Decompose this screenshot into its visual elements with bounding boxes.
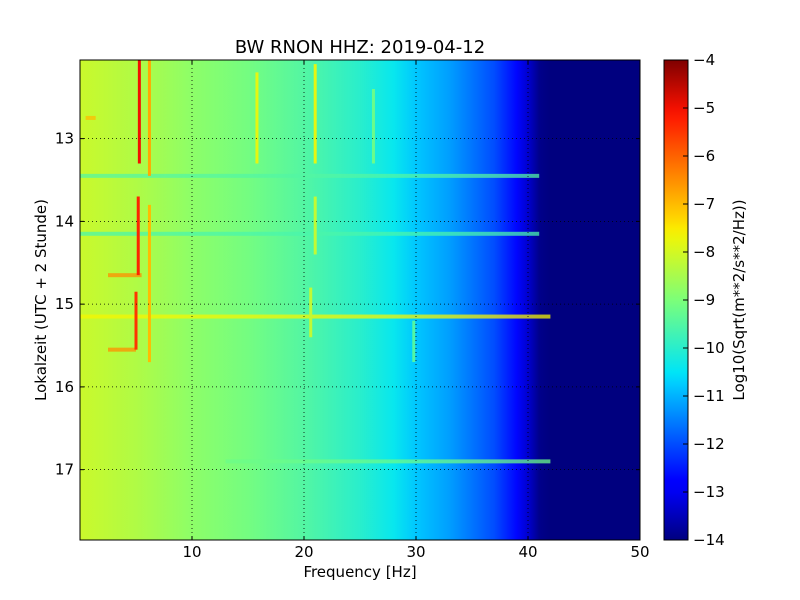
horizontal-band [80,314,551,319]
psd-background-field [80,60,640,540]
colorbar-label: Log10(Sqrt(m**2/s**2/Hz)) [730,199,748,400]
x-tick-label: 10 [182,543,201,561]
colorbar-tick-label: −8 [693,243,715,261]
colorbar-tick-label: −12 [693,435,725,453]
x-tick-label: 40 [518,543,537,561]
x-tick-label: 20 [294,543,313,561]
horizontal-band [80,173,540,178]
colorbar-tick-label: −6 [693,147,715,165]
y-tick-label: 15 [55,295,74,313]
horizontal-band [85,115,96,120]
y-tick-label: 14 [55,212,74,230]
plot-frame [79,59,641,541]
colorbar-ticks: −4 −5 −6 −7 −8 −9 −10 −11 −12 −13 −14 [683,51,725,549]
x-axis-label: Frequency [Hz] [303,563,416,581]
colorbar-tick-label: −4 [693,51,715,69]
colorbar-tick-label: −13 [693,483,725,501]
grid-lines [80,60,640,540]
horizontal-band [80,231,540,236]
spectral-lines [134,60,416,363]
x-axis-ticks: 10 20 30 40 50 [182,60,650,561]
horizontal-band [108,273,142,278]
colorbar-tick-label: −14 [693,531,725,549]
y-axis-label: Lokalzeit (UTC + 2 Stunde) [32,199,50,401]
y-axis-ticks: 13 14 15 16 17 [55,130,640,479]
y-tick-label: 16 [55,378,74,396]
colorbar-tick-label: −11 [693,387,725,405]
chart-title: BW RNON HHZ: 2019-04-12 [235,37,485,58]
horizontal-band [225,459,551,464]
horizontal-bands [80,115,551,464]
horizontal-band [108,347,136,352]
colorbar-tick-label: −9 [693,291,715,309]
colorbar-tick-label: −5 [693,99,715,117]
y-tick-label: 17 [55,461,74,479]
x-tick-label: 30 [406,543,425,561]
colorbar-tick-label: −10 [693,339,725,357]
x-tick-label: 50 [630,543,649,561]
y-tick-label: 13 [55,130,74,148]
plot-area [80,60,640,540]
colorbar-tick-label: −7 [693,195,715,213]
